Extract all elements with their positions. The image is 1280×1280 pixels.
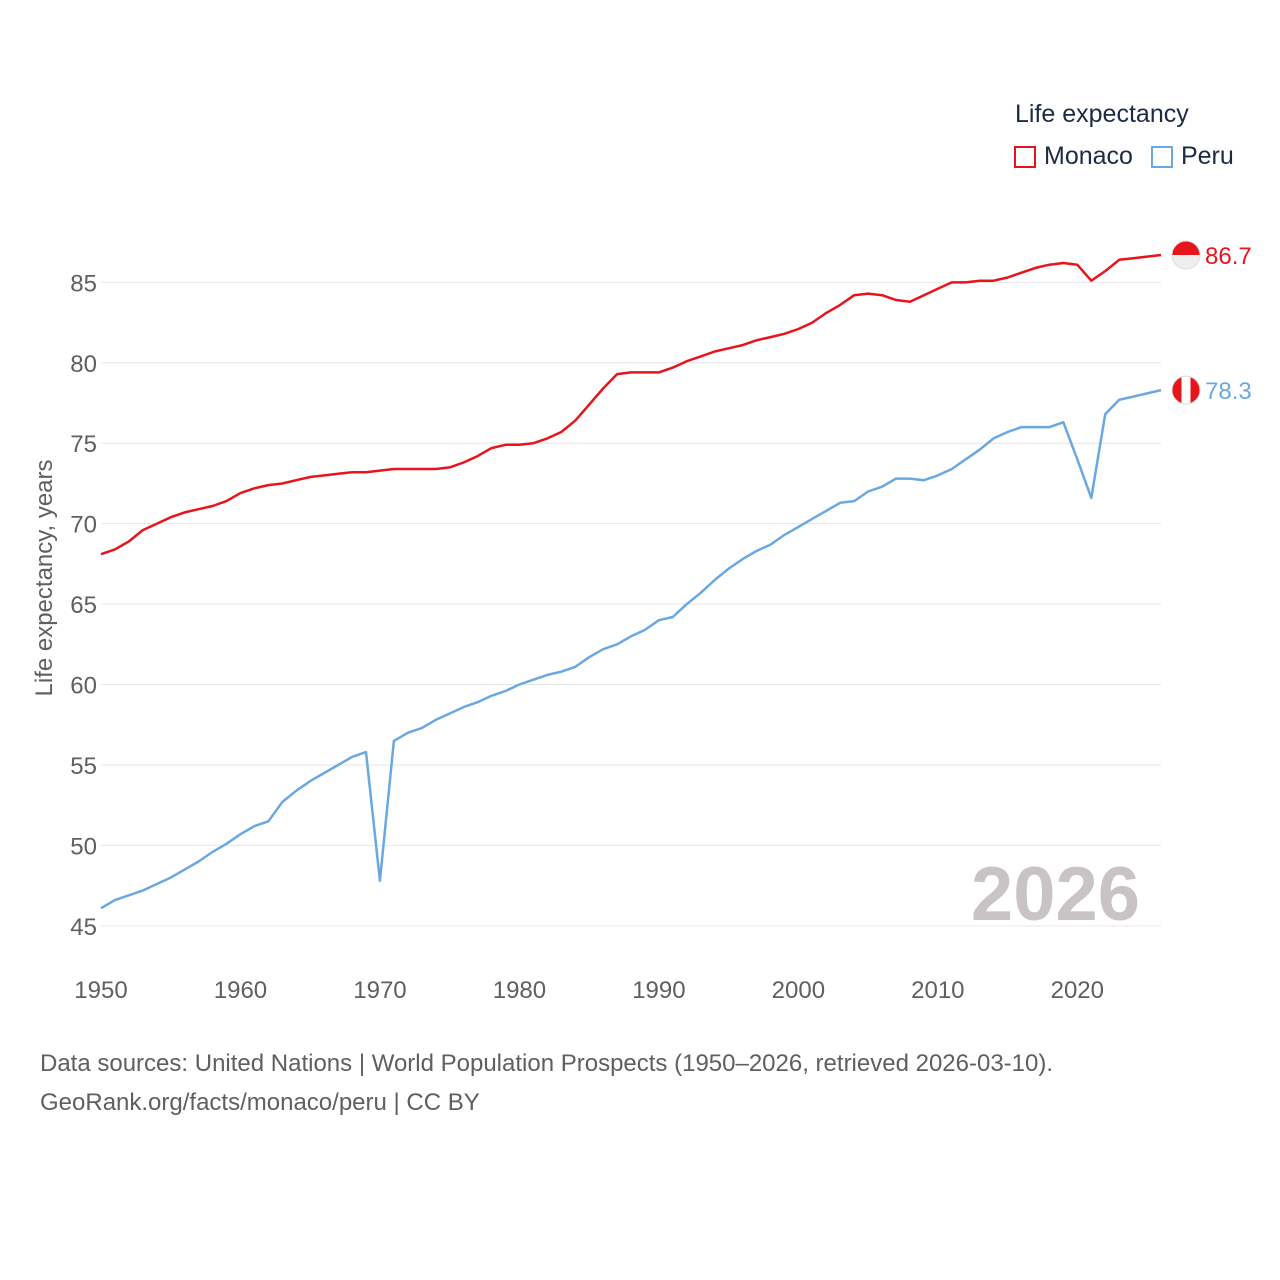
legend-item-peru[interactable]: Peru [1150,142,1234,171]
y-tick-label: 65 [70,592,97,619]
x-tick-label: 1950 [74,977,127,1004]
y-axis-ticks: 45 50 55 60 65 70 75 80 85 [70,270,97,941]
legend-title: Life expectancy [1015,100,1189,128]
x-tick-label: 1960 [214,977,267,1004]
gridlines [101,281,1161,927]
y-tick-label: 55 [70,753,97,780]
end-label-monaco: 86.7 [1205,243,1252,270]
series-lines [100,253,1162,910]
x-tick-label: 2020 [1051,977,1104,1004]
legend-swatch-monaco [1014,145,1036,168]
x-tick-label: 2000 [772,977,825,1004]
y-axis-label: Life expectancy, years [31,459,58,696]
y-tick-label: 85 [70,270,97,297]
x-tick-label: 1980 [493,977,546,1004]
y-tick-label: 45 [70,914,97,941]
x-tick-label: 2010 [911,977,964,1004]
end-label-peru: 78.3 [1205,378,1252,405]
x-tick-label: 1990 [632,977,685,1004]
legend-label-peru: Peru [1180,142,1234,170]
y-tick-label: 70 [70,512,97,539]
attribution-link[interactable]: GeoRank.org/facts/monaco/peru | CC BY [40,1089,480,1116]
series-line-monaco [100,253,1162,556]
x-axis-ticks: 1950 1960 1970 1980 1990 2000 2010 2020 [74,977,1104,1004]
y-tick-label: 50 [70,833,97,860]
legend-label-monaco: Monaco [1044,142,1133,170]
x-tick-label: 1970 [353,977,406,1004]
y-tick-label: 80 [70,351,97,378]
y-tick-label: 60 [70,673,97,700]
y-tick-label: 75 [70,431,97,458]
legend: Monaco Peru [1014,142,1252,171]
legend-item-monaco[interactable]: Monaco [1014,142,1133,171]
year-label: 2026 [971,852,1140,937]
end-markers: 86.7 78.3 [1171,240,1252,405]
footer: Data sources: United Nations | World Pop… [40,1044,1053,1122]
data-source-text: Data sources: United Nations | World Pop… [40,1050,1054,1077]
monaco-flag-icon [1171,240,1201,270]
series-line-peru [100,388,1162,910]
legend-swatch-peru [1150,145,1173,168]
peru-flag-icon [1171,375,1201,405]
